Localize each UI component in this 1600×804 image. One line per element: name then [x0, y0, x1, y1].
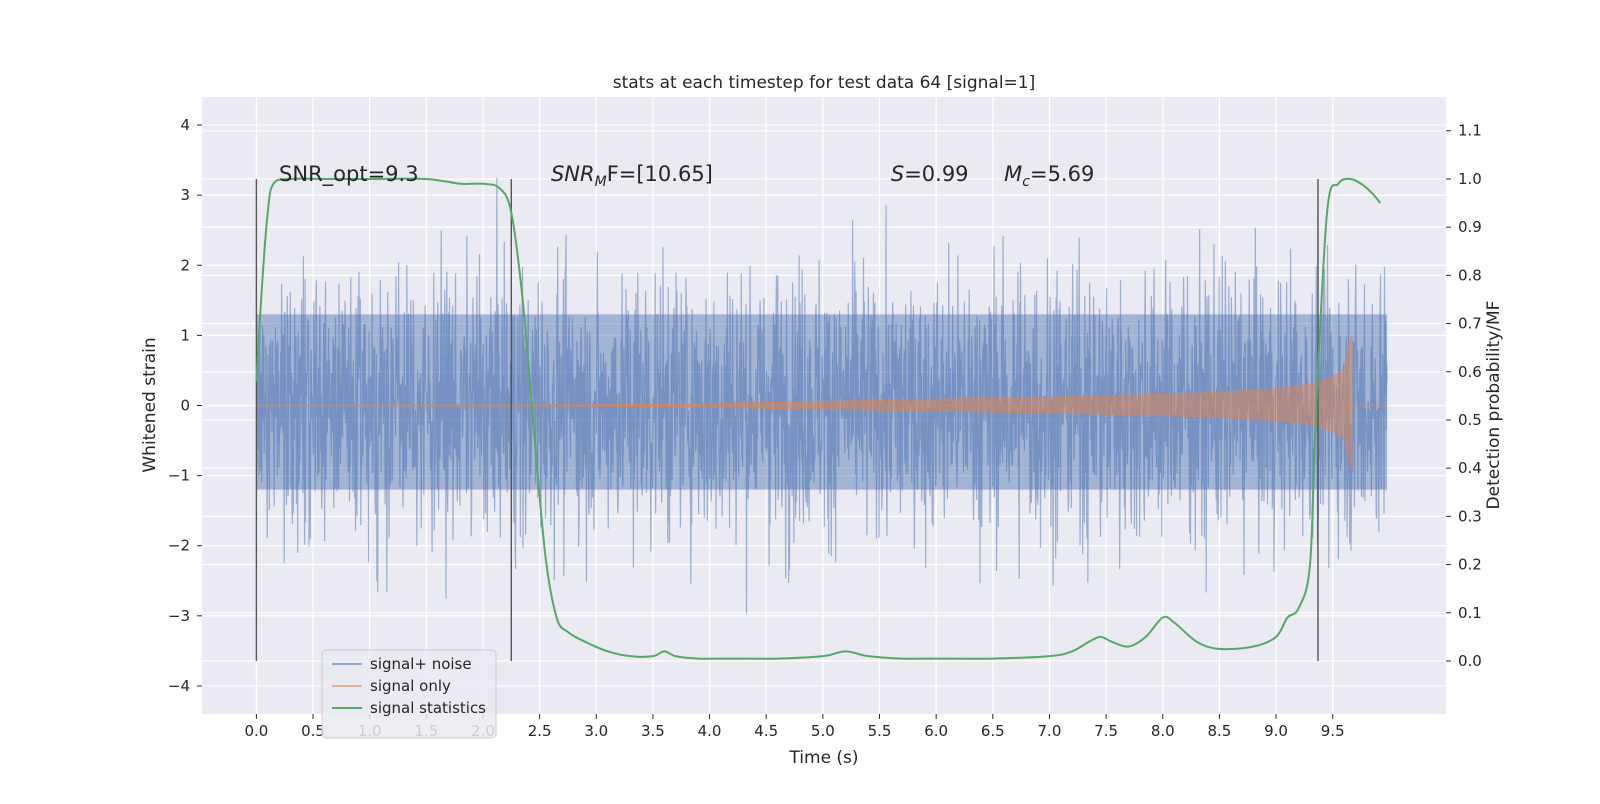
annotations: SNR_opt=9.3 SNRMF=[10.65] S=0.99 Mc=5.69 [279, 162, 1094, 190]
y2-tick-label: 0.7 [1458, 315, 1482, 333]
y2-tick-label: 0.6 [1458, 363, 1482, 381]
y2-tick-label: 0.9 [1458, 218, 1482, 236]
vertical-lines [255, 178, 1319, 661]
stats-layer [255, 177, 1382, 660]
x-tick-label: 7.0 [1038, 722, 1062, 740]
annotation-text: Mc=5.69 [1004, 162, 1094, 190]
x-tick-label: 9.5 [1321, 722, 1345, 740]
x-tick-label: 0.5 [301, 722, 325, 740]
x-tick-label: 6.0 [924, 722, 948, 740]
y-tick-label: −2 [168, 537, 190, 555]
chart-title: stats at each timestep for test data 64 … [613, 73, 1036, 93]
y-tick-label: −1 [168, 467, 190, 485]
annotation-text: S=0.99 [891, 162, 969, 186]
y-tick-label: 2 [180, 256, 190, 274]
x-tick-label: 6.5 [981, 722, 1005, 740]
y2-tick-label: 0.0 [1458, 652, 1482, 670]
y-tick-label: 4 [180, 116, 190, 134]
legend-box [321, 649, 497, 739]
x-tick-label: 5.5 [868, 722, 892, 740]
y2-tick-label: 0.1 [1458, 604, 1482, 622]
series-signal-noise-line [255, 177, 1388, 614]
y2-tick-label: 0.4 [1458, 459, 1482, 477]
y-tick-label: −4 [168, 677, 190, 695]
y-tick-label: 0 [180, 397, 190, 415]
x-tick-label: 4.0 [698, 722, 722, 740]
y2-tick-label: 0.5 [1458, 411, 1482, 429]
x-tick-label: 3.5 [641, 722, 665, 740]
y2-tick-label: 0.2 [1458, 556, 1482, 574]
y2-tick-label: 0.8 [1458, 266, 1482, 284]
y-axis-label: Whitened strain [140, 337, 160, 472]
x-tick-label: 8.0 [1151, 722, 1175, 740]
legend-label-signal-noise: signal+ noise [370, 655, 472, 673]
x-axis-label: Time (s) [788, 748, 858, 768]
ticks: 0.00.51.01.52.02.53.03.54.04.55.05.56.06… [168, 116, 1482, 740]
x-tick-label: 7.5 [1094, 722, 1118, 740]
y-tick-label: 3 [180, 186, 190, 204]
y2-axis-label: Detection probability/MF [1484, 301, 1504, 510]
x-tick-label: 5.0 [811, 722, 835, 740]
x-tick-label: 0.0 [244, 722, 268, 740]
series-layer [255, 177, 1388, 614]
series-signal-statistics-line [255, 177, 1382, 660]
x-tick-label: 3.0 [584, 722, 608, 740]
series-signal-only-envelope [256, 335, 1353, 469]
y2-tick-label: 1.1 [1458, 122, 1482, 140]
legend-label-signal-statistics: signal statistics [370, 699, 486, 717]
x-tick-label: 4.5 [754, 722, 778, 740]
x-tick-label: 2.5 [528, 722, 552, 740]
x-tick-label: 9.0 [1264, 722, 1288, 740]
legend: signal+ noise signal only signal statist… [321, 649, 497, 739]
y-tick-label: −3 [168, 607, 190, 625]
x-tick-label: 8.5 [1207, 722, 1231, 740]
y-tick-label: 1 [180, 326, 190, 344]
legend-label-signal-only: signal only [370, 677, 451, 695]
y2-tick-label: 0.3 [1458, 507, 1482, 525]
annotation-text: SNR_opt=9.3 [279, 162, 419, 187]
y2-tick-label: 1.0 [1458, 170, 1482, 188]
annotation-text: SNRMF=[10.65] [551, 162, 713, 190]
